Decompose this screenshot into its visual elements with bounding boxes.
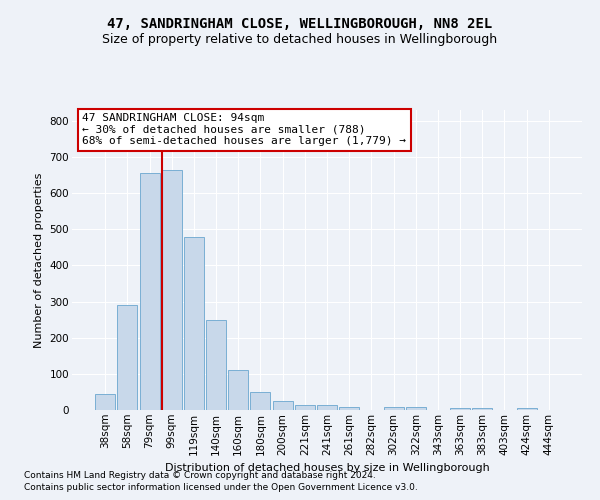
Bar bbox=[118, 305, 137, 410]
Bar bbox=[339, 407, 359, 410]
Text: 47 SANDRINGHAM CLOSE: 94sqm
← 30% of detached houses are smaller (788)
68% of se: 47 SANDRINGHAM CLOSE: 94sqm ← 30% of det… bbox=[82, 113, 406, 146]
Bar bbox=[184, 237, 204, 410]
Bar bbox=[162, 170, 182, 410]
Bar bbox=[450, 408, 470, 410]
Bar bbox=[406, 407, 426, 410]
Bar bbox=[140, 174, 160, 410]
Bar bbox=[517, 408, 536, 410]
Bar bbox=[250, 392, 271, 410]
X-axis label: Distribution of detached houses by size in Wellingborough: Distribution of detached houses by size … bbox=[164, 463, 490, 473]
Text: Contains public sector information licensed under the Open Government Licence v3: Contains public sector information licen… bbox=[24, 484, 418, 492]
Text: 47, SANDRINGHAM CLOSE, WELLINGBOROUGH, NN8 2EL: 47, SANDRINGHAM CLOSE, WELLINGBOROUGH, N… bbox=[107, 18, 493, 32]
Bar bbox=[317, 405, 337, 410]
Bar bbox=[206, 320, 226, 410]
Bar bbox=[295, 405, 315, 410]
Text: Size of property relative to detached houses in Wellingborough: Size of property relative to detached ho… bbox=[103, 32, 497, 46]
Bar bbox=[472, 408, 492, 410]
Bar bbox=[383, 407, 404, 410]
Bar bbox=[228, 370, 248, 410]
Y-axis label: Number of detached properties: Number of detached properties bbox=[34, 172, 44, 348]
Bar bbox=[272, 401, 293, 410]
Text: Contains HM Land Registry data © Crown copyright and database right 2024.: Contains HM Land Registry data © Crown c… bbox=[24, 471, 376, 480]
Bar bbox=[95, 394, 115, 410]
